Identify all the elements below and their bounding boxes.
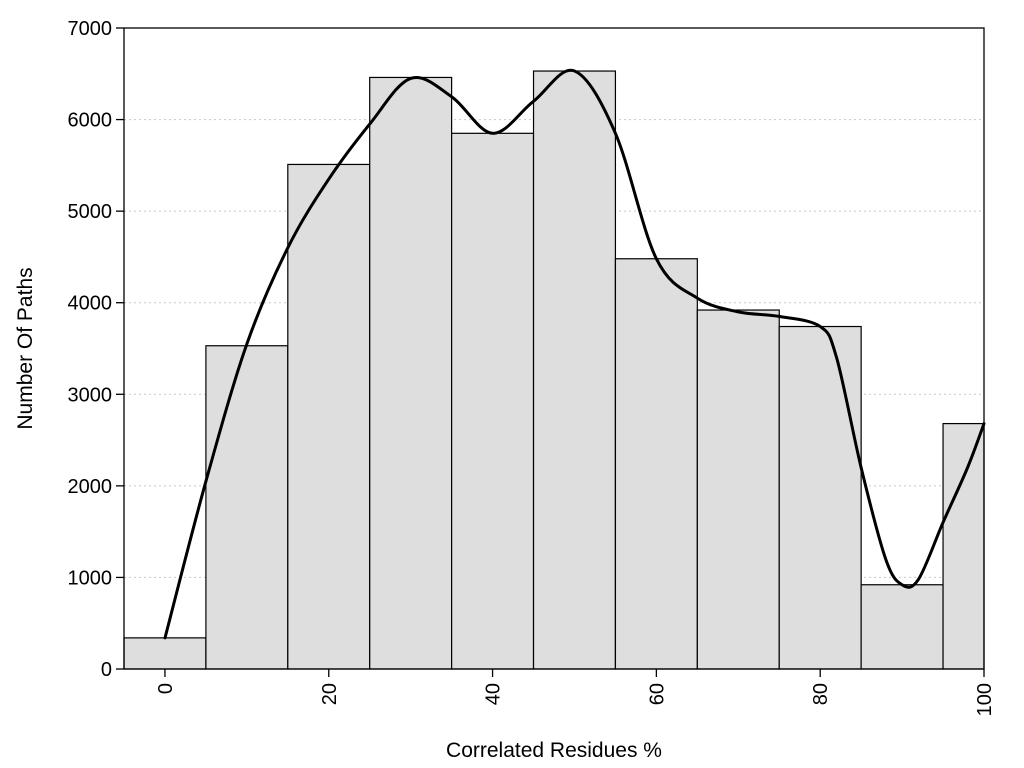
histogram-bar — [696, 309, 780, 670]
y-tick-label: 2000 — [68, 476, 113, 498]
y-tick-label: 7000 — [68, 18, 113, 40]
histogram-bar — [369, 76, 453, 670]
histogram-bar — [942, 422, 985, 670]
x-tick-label: 80 — [810, 683, 832, 705]
x-tick-label: 60 — [646, 683, 668, 705]
x-axis: 0 20 40 60 80 100 — [155, 669, 996, 716]
histogram-bar — [860, 584, 944, 670]
density-curve — [163, 68, 986, 640]
histogram-bar — [532, 70, 617, 670]
bars — [123, 70, 985, 670]
y-tick-label: 5000 — [68, 201, 113, 223]
x-axis-title: Correlated Residues % — [446, 739, 662, 762]
y-axis: 0 1000 2000 3000 4000 5000 6000 7000 — [68, 18, 124, 681]
y-axis-title: Number Of Paths — [14, 267, 37, 429]
x-tick-label: 100 — [974, 683, 996, 716]
histogram-bar — [205, 345, 289, 670]
histogram-bar — [614, 258, 698, 670]
y-tick-label: 1000 — [68, 567, 113, 589]
y-tick-label: 4000 — [68, 293, 113, 315]
plot-frame — [123, 27, 985, 670]
y-tick-label: 6000 — [68, 110, 113, 132]
x-tick-label: 0 — [155, 683, 177, 694]
y-tick-label: 0 — [101, 659, 112, 681]
y-tick-label: 3000 — [68, 384, 113, 406]
x-tick-label: 20 — [319, 683, 341, 705]
x-tick-label: 40 — [483, 683, 505, 705]
histogram-bar — [778, 325, 862, 670]
histogram-bar — [287, 163, 371, 670]
histogram-bar — [123, 637, 207, 670]
histogram-bar — [451, 132, 535, 670]
density-curve-line — [163, 68, 986, 640]
